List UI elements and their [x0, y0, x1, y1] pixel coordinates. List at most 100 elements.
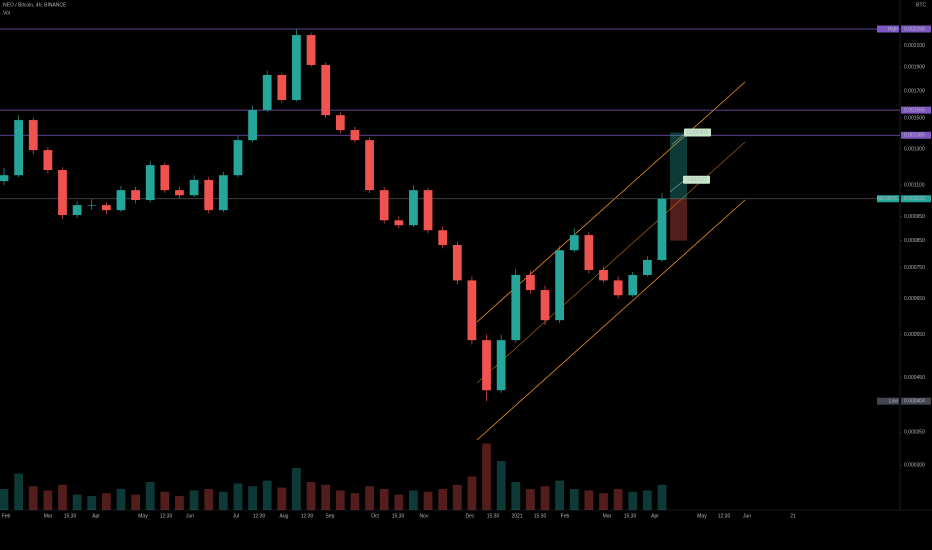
candle-body [321, 64, 331, 116]
level-label-box [901, 25, 931, 33]
x-tick-label: Nov [420, 513, 429, 519]
candle-body [43, 150, 53, 171]
annotation-pointer [669, 179, 686, 192]
x-tick-label: 12:30 [160, 513, 173, 519]
volume-bar [131, 494, 140, 510]
level-name: NEOBTC [877, 196, 898, 202]
candle-body [189, 179, 199, 196]
y-tick-label: 0.000650 [904, 296, 925, 302]
volume-bar [511, 482, 521, 510]
volume-bar [277, 487, 287, 510]
y-tick-label: 0.001900 [904, 64, 925, 70]
candle-body [87, 205, 97, 206]
position-profit [670, 132, 687, 199]
x-tick-label: 12:30 [718, 513, 731, 519]
candle-body [72, 205, 82, 216]
volume-bar [423, 491, 433, 510]
candle-body [306, 35, 316, 65]
volume-bar [555, 480, 565, 510]
volume-bar [204, 489, 214, 510]
volume-bar [28, 486, 38, 510]
candle-body [657, 198, 667, 261]
channel-upper [476, 81, 746, 323]
volume-bar [613, 489, 623, 510]
x-tick-label: 2021 [511, 513, 522, 519]
x-tick-label: Feb [2, 513, 11, 519]
y-tick-label: 0.002100 [904, 43, 925, 49]
level-label-box [901, 397, 931, 405]
annotation-box [683, 175, 710, 184]
volume-bar [262, 480, 272, 510]
channel-lower [476, 199, 746, 441]
level-label-box [901, 131, 931, 139]
y-tick-label: 0.001500 [904, 115, 925, 121]
candle-body [642, 260, 652, 275]
candle-body [365, 140, 374, 191]
indicator-label: Vol [3, 10, 10, 16]
x-tick-label: Feb [561, 513, 570, 519]
volume-bar [496, 461, 506, 510]
volume-bar [569, 489, 579, 510]
volume-bar [306, 482, 316, 510]
candle-body [379, 190, 389, 221]
volume-bar [72, 494, 82, 510]
annotation-label: 0.001127 [686, 177, 707, 183]
y-tick-label: 0.000450 [904, 375, 925, 381]
x-tick-label: Mar [44, 513, 53, 519]
x-tick-label: 15:30 [392, 513, 405, 519]
currency-label: BTC [916, 2, 926, 8]
x-tick-label: 15:30 [64, 513, 77, 519]
volume-bar [43, 490, 53, 510]
level-name: Low [889, 398, 899, 404]
candle-body [28, 120, 38, 151]
volume-bar [599, 493, 608, 510]
candle-body [438, 230, 448, 245]
candle-body [116, 190, 126, 211]
volume-bar [145, 482, 155, 510]
annotation-pointer [671, 132, 687, 145]
volume-bar [628, 491, 638, 510]
candle-body [482, 340, 491, 391]
volume-bar [321, 484, 331, 510]
volume-bar [526, 489, 535, 510]
candle-body [540, 290, 550, 321]
y-tick-label: 0.000350 [904, 429, 925, 435]
candle-body [145, 165, 155, 201]
candle-body [467, 280, 477, 341]
volume-bar [482, 443, 491, 510]
volume-bar [87, 496, 97, 510]
candle-body [58, 170, 67, 216]
x-tick-label: Jun [743, 513, 751, 519]
candle-body [131, 190, 140, 201]
candle-body [218, 175, 228, 211]
x-tick-label: 15:30 [624, 513, 637, 519]
level-label-box [901, 106, 931, 114]
volume-bar [350, 493, 360, 510]
x-tick-label: Sep [326, 513, 335, 519]
volume-bar [379, 489, 389, 510]
x-tick-label: Jun [186, 513, 194, 519]
x-tick-label: Dec [466, 513, 475, 519]
candle-body [277, 75, 287, 100]
volume-bar [409, 490, 418, 510]
level-name-box [877, 397, 899, 405]
annotation-box [684, 128, 711, 137]
x-tick-label: 12:30 [301, 513, 314, 519]
volume-bar [233, 483, 243, 510]
x-tick-label: 12:30 [253, 513, 266, 519]
x-tick-label: 15:30 [487, 513, 500, 519]
candle-body [292, 35, 301, 100]
candle-body [0, 175, 9, 182]
y-tick-label: 0.000550 [904, 332, 925, 338]
volume-bar [438, 489, 448, 510]
candle-body [628, 274, 638, 296]
candle-body [526, 274, 535, 291]
candle-body [599, 269, 608, 281]
volume-bar [14, 473, 24, 510]
level-name-box [877, 195, 899, 203]
candle-body [511, 274, 521, 341]
volume-bar [394, 494, 404, 510]
